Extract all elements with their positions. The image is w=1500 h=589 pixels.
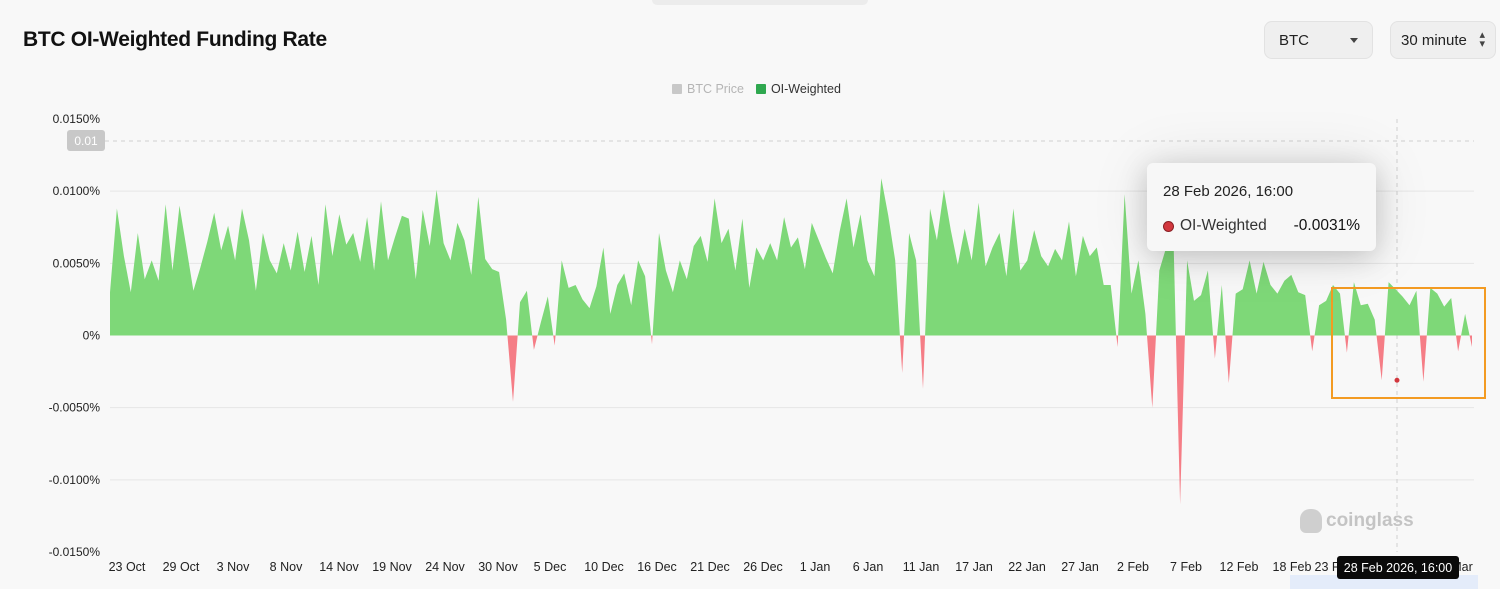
chevron-down-icon [1350,38,1358,43]
y-tick-label: -0.0150% [49,545,101,559]
y-tick-label: 0.0050% [53,256,101,270]
x-tick-label: 29 Oct [163,560,200,574]
x-tick-label: 17 Jan [955,560,993,574]
tooltip-time: 28 Feb 2026, 16:00 [1163,183,1294,200]
coinglass-logo-icon [1300,509,1322,533]
y-tick-label: -0.0050% [49,401,101,415]
x-tick-label: 3 Nov [217,560,250,574]
y-tick-label: 0.0100% [53,184,101,198]
top-tab-indicator [652,0,868,5]
area-positive [110,178,1472,336]
legend-swatch-btc-price [672,84,682,94]
chart-legend: BTC Price OI-Weighted [672,82,841,96]
x-tick-label: 21 Dec [690,560,730,574]
interval-select[interactable]: 30 minute ▴ ▾ [1390,21,1496,59]
chart-tooltip: 28 Feb 2026, 16:00 OI-Weighted -0.0031% [1147,163,1376,251]
y-tick-label: 0% [83,329,101,343]
crosshair-y-label: 0.01 [67,130,105,151]
coinglass-watermark: coinglass [1300,509,1414,533]
legend-swatch-oi-weighted [755,84,766,94]
y-tick-label: -0.0100% [49,473,101,487]
tooltip-series-dot [1163,220,1174,232]
x-tick-label: 8 Nov [270,560,303,574]
x-tick-label: 27 Jan [1061,560,1099,574]
x-tick-label: 30 Nov [478,560,518,574]
interval-select-value: 30 minute [1401,31,1467,49]
highlight-box [1331,287,1486,399]
x-tick-label: 23 Oct [109,560,146,574]
y-tick-label: 0.0150% [53,112,101,126]
watermark-text: coinglass [1326,510,1414,531]
page-title: BTC OI-Weighted Funding Rate [23,28,327,51]
tooltip-row: OI-Weighted -0.0031% [1163,217,1360,235]
x-tick-label: 12 Feb [1220,560,1259,574]
asset-select-value: BTC [1279,31,1309,49]
x-tick-label: 14 Nov [319,560,359,574]
x-tick-label: 16 Dec [637,560,677,574]
x-tick-label: 7 Feb [1170,560,1202,574]
x-tick-label: 10 Dec [584,560,624,574]
tooltip-series-label: OI-Weighted [1180,217,1267,234]
x-tick-label: 5 Dec [534,560,567,574]
x-tick-label: 18 Feb [1273,560,1312,574]
tooltip-series-value: -0.0031% [1293,217,1360,234]
x-tick-label: 1 Jan [800,560,831,574]
asset-select[interactable]: BTC [1264,21,1373,59]
x-tick-label: 19 Nov [372,560,412,574]
x-tick-label: 24 Nov [425,560,465,574]
x-tick-label: 2 Feb [1117,560,1149,574]
legend-item-btc-price[interactable]: BTC Price [672,82,744,96]
x-tick-label: 11 Jan [903,560,940,574]
x-tick-label: 26 Dec [743,560,783,574]
x-tick-label: 22 Jan [1008,560,1046,574]
x-tick-label: 6 Jan [853,560,884,574]
legend-label-oi-weighted: OI-Weighted [770,82,841,96]
legend-item-oi-weighted[interactable]: OI-Weighted [755,82,841,96]
up-down-icon: ▴ ▾ [1479,29,1485,50]
legend-label-btc-price: BTC Price [687,82,744,96]
crosshair-marker [1394,377,1400,383]
crosshair-x-label: 28 Feb 2026, 16:00 [1337,556,1459,579]
